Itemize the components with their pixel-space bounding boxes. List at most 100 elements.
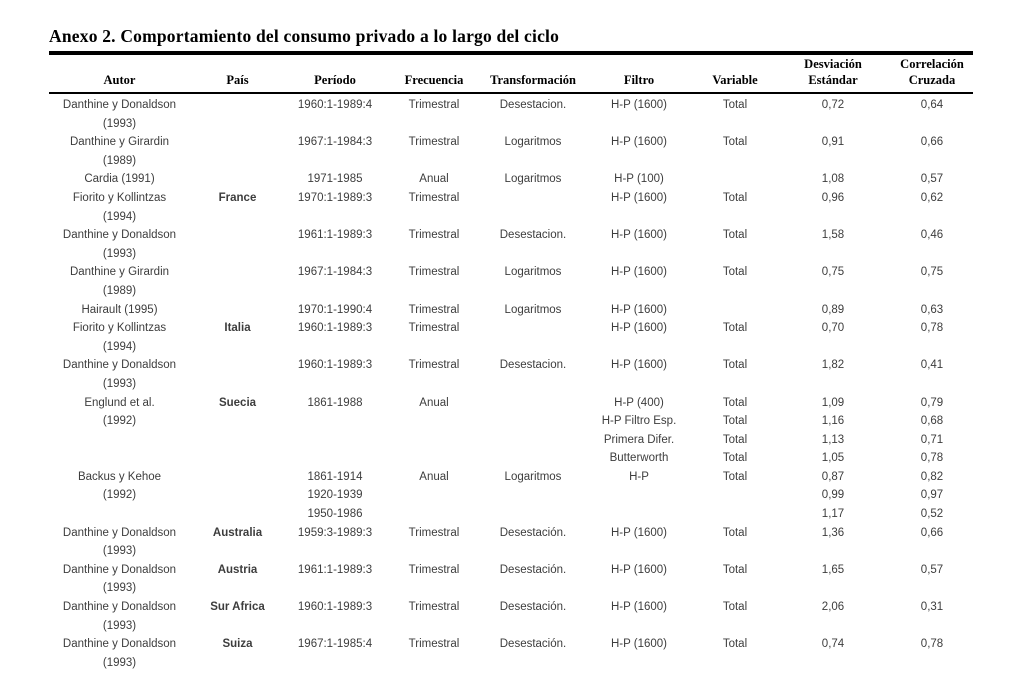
cell-transformacion: Desestacion.	[483, 356, 583, 375]
cell-transformacion: Logaritmos	[483, 301, 583, 320]
cell-periodo: 1960:1-1989:3	[285, 319, 385, 338]
cell-line: Trimestral	[408, 638, 460, 651]
header-rule	[49, 92, 973, 94]
cell-line: Trimestral	[408, 303, 460, 316]
cell-line: Trimestral	[408, 191, 460, 204]
cell-frecuencia: Trimestral	[385, 133, 483, 152]
cell-filtro: H-P (1600)	[583, 561, 695, 580]
cell-frecuencia: Trimestral	[385, 96, 483, 115]
cell-line: 1971-1985	[307, 173, 363, 186]
cell-line: (1989)	[102, 284, 137, 297]
cell-frecuencia: Trimestral	[385, 356, 483, 375]
cell-line: Trimestral	[408, 136, 460, 149]
cell-line: Desestacion.	[499, 359, 567, 372]
cell-line: H-P (100)	[614, 173, 664, 186]
cell-line: 1,17	[821, 508, 845, 521]
cell-variable: Total	[695, 263, 775, 282]
cell-line: Italia	[224, 322, 251, 335]
cell-line	[483, 319, 583, 338]
cell-line: H-P (1600)	[610, 526, 668, 539]
cell-pais: Suecia	[190, 394, 285, 413]
cell-line: (1993)	[102, 582, 137, 595]
cell-transformacion: Desestación.	[483, 598, 583, 617]
cell-line: Total	[722, 136, 748, 149]
cell-correlacion: 0,66	[891, 133, 973, 152]
cell-periodo: 1960:1-1989:4	[285, 96, 385, 115]
cell-frecuencia: Trimestral	[385, 561, 483, 580]
column-header-correlacion-line1: Correlación	[900, 57, 964, 71]
cell-line: 0,57	[920, 563, 944, 576]
cell-line: Logaritmos	[504, 266, 562, 279]
table-body: Danthine y Donaldson (1993) 1960:1-1989:4 T…	[49, 96, 973, 672]
cell-correlacion: 0,78	[891, 319, 973, 338]
cell-frecuencia: Anual	[385, 170, 483, 189]
cell-correlacion: 0,57	[891, 561, 973, 580]
column-header-autor: Autor	[103, 73, 136, 87]
cell-filtro: H-P (1600)	[583, 96, 695, 115]
cell-line: Total	[722, 99, 748, 111]
cell-variable: Total Total Total Total	[695, 394, 775, 468]
cell-line: 1950-1986	[307, 508, 363, 521]
column-header-desviacion: Desviación Estándar	[775, 56, 891, 90]
cell-transformacion: Desestacion.	[483, 226, 583, 245]
cell-line: 1,36	[821, 526, 845, 539]
cell-autor: Danthine y Donaldson (1993)	[49, 356, 190, 393]
cell-desviacion: 0,70	[775, 319, 891, 338]
cell-variable: Total	[695, 133, 775, 152]
cell-correlacion: 0,79 0,68 0,71 0,78	[891, 394, 973, 468]
cell-frecuencia: Trimestral	[385, 226, 483, 245]
cell-desviacion: 0,89	[775, 301, 891, 320]
cell-line: Danthine y Girardin	[69, 266, 170, 279]
cell-transformacion: Desestación.	[483, 561, 583, 580]
cell-transformacion	[483, 189, 583, 208]
cell-line: H-P (1600)	[610, 136, 668, 149]
cell-variable	[695, 170, 775, 189]
cell-autor: Danthine y Donaldson (1993)	[49, 96, 190, 133]
cell-transformacion: Desestacion.	[483, 96, 583, 115]
column-header-desviacion-line2: Estándar	[808, 73, 858, 87]
cell-autor: Danthine y Donaldson (1993)	[49, 635, 190, 672]
cell-transformacion: Logaritmos	[483, 468, 583, 487]
cell-line: Trimestral	[408, 563, 460, 576]
table-row: Danthine y Donaldson (1993) Australia 1959:…	[49, 524, 973, 561]
cell-variable: Total	[695, 226, 775, 245]
cell-pais	[190, 133, 285, 152]
cell-line: (1992)	[102, 415, 137, 428]
cell-line: Australia	[212, 526, 263, 539]
cell-pais	[190, 226, 285, 245]
cell-line: 1960:1-1989:4	[297, 99, 373, 111]
cell-line: Fiorito y Kollintzas	[72, 191, 167, 204]
cell-line: H-P (1600)	[610, 229, 668, 242]
cell-line: Danthine y Donaldson	[62, 526, 177, 539]
cell-filtro: H-P (1600)	[583, 301, 695, 320]
cell-periodo: 1967:1-1984:3	[285, 263, 385, 282]
cell-desviacion: 1,65	[775, 561, 891, 580]
cell-pais	[190, 356, 285, 375]
cell-pais	[190, 263, 285, 282]
cell-line: 0,78	[920, 638, 944, 651]
cell-line: 2,06	[821, 601, 845, 614]
cell-desviacion: 0,96	[775, 189, 891, 208]
cell-line: 1,58	[821, 229, 845, 242]
table-header-row: Autor País Período Frecuencia Transforma…	[49, 54, 973, 90]
cell-desviacion: 0,72	[775, 96, 891, 115]
cell-autor: Fiorito y Kollintzas (1994)	[49, 319, 190, 356]
table-row: Danthine y Girardin (1989) 1967:1-1984:3 Tr…	[49, 133, 973, 170]
cell-frecuencia: Trimestral	[385, 635, 483, 654]
cell-line: 1920-1939	[307, 489, 363, 502]
cell-line: 0,57	[920, 173, 944, 186]
cell-frecuencia: Anual	[385, 468, 483, 487]
cell-line: Trimestral	[408, 99, 460, 111]
cell-transformacion: Desestación.	[483, 524, 583, 543]
cell-autor: Backus y Kehoe (1992)	[49, 468, 190, 505]
cell-line: 0,99	[821, 489, 845, 502]
cell-filtro: H-P (1600)	[583, 263, 695, 282]
cell-correlacion: 0,62	[891, 189, 973, 208]
cell-line: (1993)	[102, 117, 137, 130]
title-rule	[49, 51, 973, 55]
cell-transformacion: Logaritmos	[483, 133, 583, 152]
cell-line: Total	[722, 322, 748, 335]
cell-line: 0,75	[920, 266, 944, 279]
cell-line: Total	[722, 601, 748, 614]
